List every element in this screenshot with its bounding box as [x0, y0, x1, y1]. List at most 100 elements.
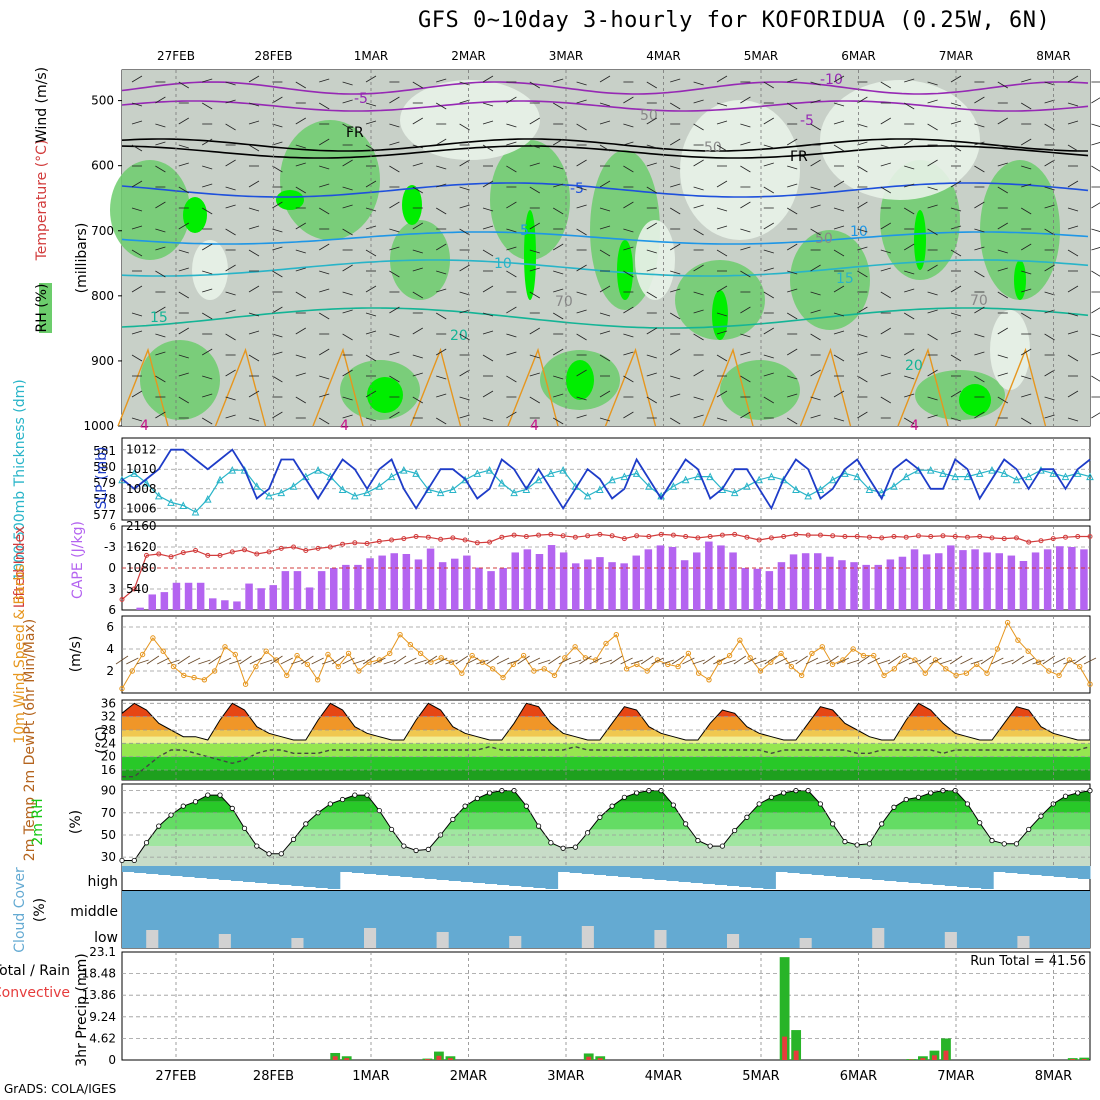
precip-tick-label: 23.1	[89, 945, 116, 959]
precip-tick-label: 9.24	[89, 1010, 116, 1024]
li-point	[487, 539, 493, 545]
cloud-high-bar	[146, 866, 159, 874]
upper-wind-barb	[482, 75, 494, 83]
upper-wind-barb	[833, 207, 845, 212]
upper-wind-barb	[927, 159, 938, 167]
upper-wind-barb	[295, 291, 307, 299]
upper-wind-barb	[997, 162, 1008, 167]
thickness-point	[277, 488, 286, 497]
upper-wind-barb	[342, 264, 353, 272]
upper-wind-barb	[295, 327, 307, 335]
upper-wind-barb	[248, 354, 260, 362]
cloud-high-bar	[339, 866, 353, 872]
upper-wind-barb	[599, 144, 611, 152]
thickness-point	[804, 491, 812, 500]
li-point	[915, 533, 921, 539]
wind-speed-point	[284, 672, 290, 679]
upper-wind-barb	[646, 354, 657, 359]
thickness-point	[142, 478, 151, 487]
cape-bar	[1031, 552, 1040, 610]
contour-label: 70	[555, 294, 573, 310]
li-point	[658, 531, 664, 537]
upper-wind-barb	[552, 417, 564, 425]
rh-point	[670, 802, 676, 808]
upper-wind-barb	[1067, 249, 1079, 257]
upper-wind-barb	[904, 270, 915, 275]
wind-barb	[558, 657, 572, 665]
upper-wind-barb	[412, 81, 424, 89]
li-point	[425, 534, 431, 540]
wind-barb	[610, 655, 623, 665]
wind-barb	[393, 655, 407, 665]
upper-wind-barb	[1091, 165, 1100, 172]
upper-wind-barb	[225, 309, 236, 314]
upper-wind-barb	[646, 291, 658, 299]
upper-wind-barb	[319, 78, 330, 83]
li-tick-label: 3	[108, 582, 116, 596]
pressure-tick-label: 700	[91, 224, 114, 238]
upper-wind-barb	[272, 141, 283, 146]
wind-speed-point	[943, 666, 949, 672]
rh-point	[915, 794, 922, 800]
precip-convective-bar	[332, 1056, 338, 1060]
upper-wind-barb	[786, 102, 798, 110]
bottom-date-label: 27FEB	[155, 1069, 196, 1084]
upper-wind-barb	[529, 222, 541, 230]
upper-wind-barb	[1021, 78, 1032, 83]
rh-point	[131, 857, 137, 864]
wind-speed-point	[984, 670, 990, 676]
cloud-high-bar	[981, 866, 994, 889]
upper-wind-barb	[225, 333, 236, 341]
upper-wind-barb	[833, 312, 845, 317]
cloud-high-bar	[533, 866, 546, 888]
temp-tick-label: 20	[101, 750, 116, 764]
upper-wind-barb	[763, 222, 775, 230]
wind-speed-point	[551, 672, 558, 679]
upper-wind-barb	[693, 99, 704, 104]
upper-wind-barb	[506, 141, 517, 146]
li-point	[229, 549, 235, 555]
upper-wind-barb	[272, 411, 283, 419]
wind-barb	[538, 659, 551, 665]
wind-barb	[198, 659, 211, 665]
rh-point	[450, 816, 456, 823]
wind-barb	[1063, 659, 1076, 665]
wind-speed-point	[314, 677, 321, 683]
rh-green-region	[790, 230, 870, 330]
upper-wind-barb	[389, 306, 400, 314]
upper-wind-barb	[1044, 369, 1055, 377]
upper-wind-barb	[903, 417, 915, 425]
contour-label: 50	[815, 231, 833, 247]
upper-wind-barb	[131, 207, 143, 212]
cloud-high-bar	[1053, 866, 1067, 877]
li-point	[989, 535, 995, 541]
upper-wind-barb	[857, 270, 868, 278]
upper-wind-barb	[225, 264, 236, 272]
upper-wind-barb	[506, 201, 517, 209]
thickness-point	[926, 466, 935, 474]
thickness-point	[706, 472, 714, 481]
upper-wind-barb	[904, 288, 915, 293]
rh-point	[217, 792, 223, 798]
cape-bar	[886, 559, 895, 610]
rh-point	[413, 847, 419, 854]
upper-wind-barb	[576, 291, 587, 296]
thickness-point	[828, 475, 837, 484]
upper-wind-barb	[529, 81, 541, 89]
temp-contour--5	[121, 100, 1089, 112]
wind-barb	[136, 659, 149, 665]
upper-wind-barb	[342, 291, 353, 296]
cape-bar	[826, 556, 834, 610]
wind-barb	[280, 657, 293, 665]
rh-tick-label: 50	[101, 828, 116, 842]
upper-wind-barb	[272, 228, 283, 233]
thickness-point	[939, 469, 947, 477]
upper-wind-barb	[857, 411, 868, 419]
cloud-low-clear	[436, 932, 449, 948]
upper-wind-barb	[201, 312, 213, 320]
rh-point	[548, 840, 554, 846]
upper-wind-barb	[786, 207, 798, 215]
wind-speed-point	[1015, 637, 1021, 643]
upper-wind-barb	[248, 75, 260, 83]
li-point	[389, 537, 395, 543]
